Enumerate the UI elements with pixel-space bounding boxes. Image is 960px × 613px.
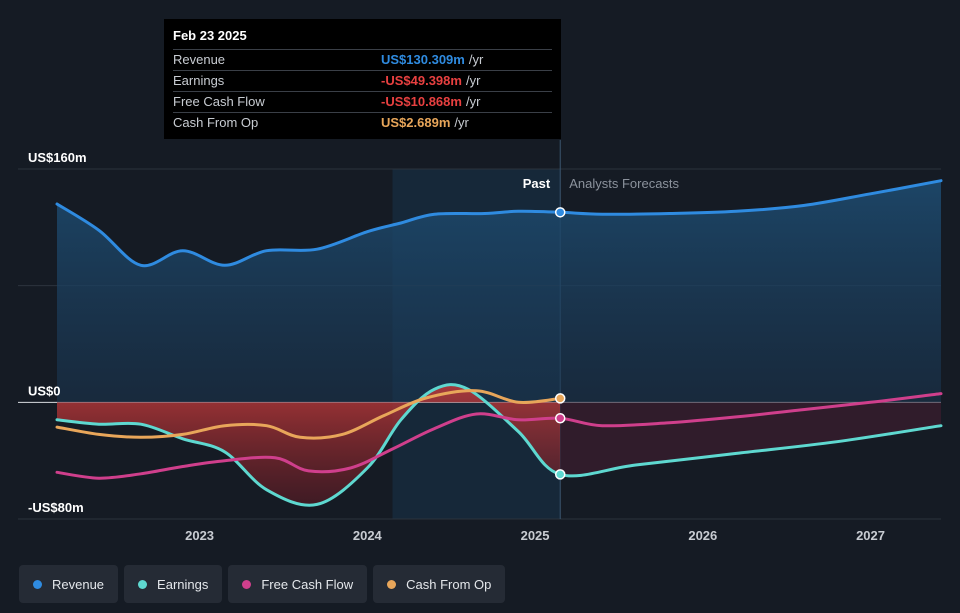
cash-from-op-dot-icon	[387, 579, 397, 589]
tooltip-row-free-cash-flow: Free Cash Flow -US$10.868m /yr	[173, 91, 552, 112]
tooltip-value: -US$10.868m	[381, 94, 462, 109]
free-cash-flow-dot-icon	[242, 579, 252, 589]
legend-label: Earnings	[157, 576, 209, 592]
tooltip: Feb 23 2025 Revenue US$130.309m /yr Earn…	[164, 19, 561, 139]
legend-label: Cash From Op	[406, 576, 492, 592]
earnings-area-forecast	[560, 402, 941, 476]
series-lines	[55, 179, 943, 507]
y-tick-label: US$160m	[28, 150, 87, 165]
tooltip-value: US$2.689m	[381, 115, 451, 130]
y-tick-label: -US$80m	[28, 500, 84, 515]
tooltip-label: Revenue	[173, 52, 226, 67]
cash-from-op-marker	[554, 393, 566, 404]
legend: Revenue Earnings Free Cash Flow Cash Fro…	[19, 565, 506, 603]
tooltip-label: Earnings	[173, 73, 225, 88]
revenue-area	[57, 180, 941, 403]
earnings-area-past	[57, 384, 560, 506]
tooltip-unit: /yr	[468, 52, 484, 67]
x-tick-label: 2025	[521, 528, 550, 543]
cash-from-op-line	[55, 389, 562, 440]
y-tick-label: US$0	[28, 383, 61, 398]
legend-label: Free Cash Flow	[261, 576, 354, 592]
tooltip-row-earnings: Earnings -US$49.398m /yr	[173, 70, 552, 91]
revenue-dot-icon	[33, 579, 42, 589]
revenue-line	[55, 179, 943, 268]
tooltip-date: Feb 23 2025	[173, 28, 247, 43]
free-cash-flow-marker	[554, 412, 566, 424]
tooltip-unit: /yr	[465, 73, 481, 88]
tooltip-unit: /yr	[465, 94, 481, 109]
past-label: Past	[523, 176, 551, 191]
earnings-dot-icon	[138, 579, 148, 589]
legend-item-earnings[interactable]: Earnings	[124, 565, 223, 603]
legend-item-cash-from-op[interactable]: Cash From Op	[373, 565, 506, 603]
tooltip-row-cash-from-op: Cash From Op US$2.689m /yr	[173, 112, 552, 133]
revenue-marker	[554, 207, 566, 218]
tooltip-label: Cash From Op	[173, 115, 259, 130]
tooltip-value: US$130.309m	[381, 52, 465, 67]
x-tick-label: 2024	[353, 528, 383, 543]
axis-labels: US$160m US$0 -US$80m 2023 2024 2025 2026 2027	[28, 150, 885, 543]
x-tick-label: 2027	[856, 528, 885, 543]
x-tick-label: 2026	[688, 528, 717, 543]
legend-label: Revenue	[52, 576, 105, 592]
tooltip-value: -US$49.398m	[381, 73, 462, 88]
x-tick-label: 2023	[185, 528, 214, 543]
earnings-marker	[554, 469, 566, 480]
forecast-label: Analysts Forecasts	[569, 176, 679, 191]
tooltip-label: Free Cash Flow	[173, 94, 265, 109]
tooltip-unit: /yr	[454, 115, 469, 130]
area-fills	[57, 180, 941, 506]
free-cash-flow-line	[55, 392, 943, 480]
legend-item-revenue[interactable]: Revenue	[19, 565, 119, 603]
tooltip-row-revenue: Revenue US$130.309m /yr	[173, 49, 552, 70]
series-markers	[554, 207, 566, 480]
legend-item-free-cash-flow[interactable]: Free Cash Flow	[228, 565, 368, 603]
